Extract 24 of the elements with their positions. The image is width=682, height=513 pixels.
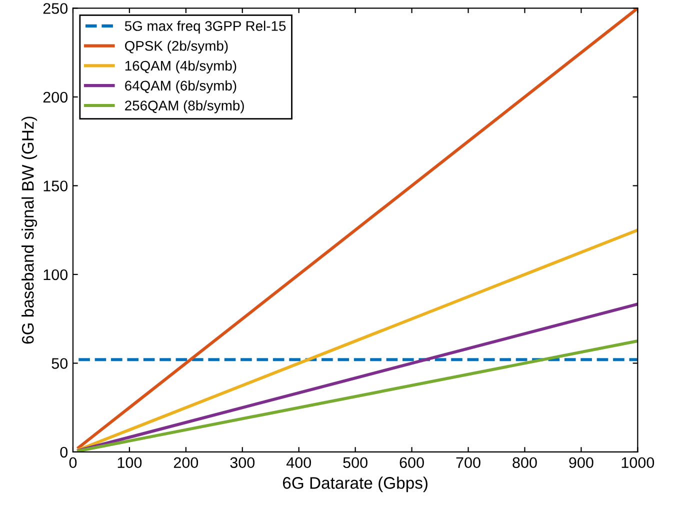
y-tick-label: 150	[44, 180, 68, 192]
x-tick-label: 700	[456, 457, 480, 468]
x-tick-label: 200	[174, 457, 198, 468]
x-tick-label: 800	[512, 457, 537, 468]
x-tick-label: 500	[343, 457, 368, 468]
x-tick-label: 300	[230, 457, 255, 468]
x-tick-label: 100	[118, 457, 142, 468]
x-axis-title: 6G Datarate (Gbps)	[282, 476, 428, 492]
y-tick-label: 200	[43, 92, 68, 103]
y-tick-label: 250	[43, 3, 68, 14]
y-tick-label: 100	[44, 269, 68, 280]
legend-label: 256QAM (8b/symb)	[125, 100, 244, 114]
legend-label: 16QAM (4b/symb)	[125, 60, 236, 74]
y-axis-title: 6G baseband signal BW (GHz)	[22, 116, 38, 344]
y-tick-label: 50	[52, 358, 68, 369]
x-tick-label: 400	[286, 457, 311, 468]
legend-label: 5G max freq 3GPP Rel-15	[124, 20, 286, 34]
legend-label: 64QAM (6b/symb)	[125, 80, 236, 94]
x-tick-label: 600	[400, 457, 424, 468]
y-tick-label: 0	[60, 446, 68, 458]
x-tick-label: 900	[569, 457, 594, 468]
x-tick-label: 1000	[622, 457, 654, 468]
legend-label: QPSK (2b/symb)	[125, 40, 228, 54]
x-tick-label: 0	[69, 457, 77, 468]
